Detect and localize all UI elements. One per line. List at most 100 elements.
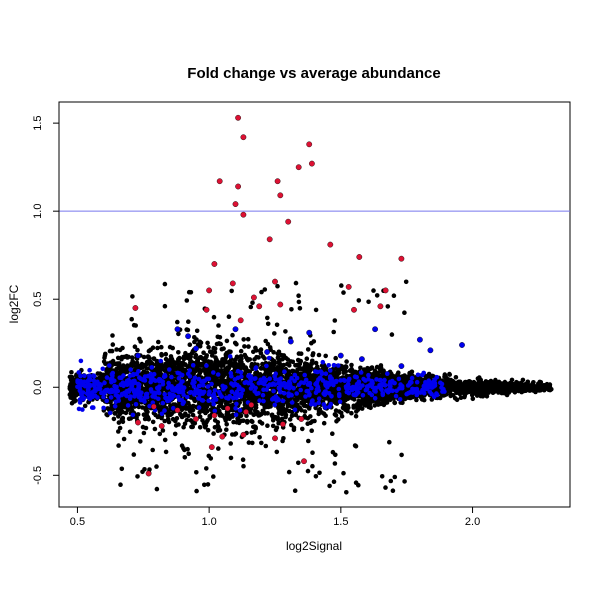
background-point (120, 416, 125, 422)
background-point (254, 348, 259, 353)
background-point (228, 441, 233, 446)
background-point (269, 412, 275, 418)
background-point (150, 419, 156, 425)
background-point (267, 402, 272, 408)
background-point (340, 382, 346, 387)
background-point (102, 355, 107, 361)
background-point (201, 350, 206, 356)
background-point (69, 400, 75, 406)
background-point (171, 402, 176, 407)
background-point (353, 369, 358, 375)
background-point (117, 411, 123, 417)
background-point (275, 417, 281, 422)
background-point (209, 349, 214, 355)
background-point (110, 342, 116, 347)
background-point (237, 358, 243, 364)
background-point (107, 348, 113, 354)
background-point (300, 426, 305, 432)
background-point (349, 362, 354, 368)
background-point (186, 319, 191, 325)
background-point (217, 400, 223, 406)
background-point (175, 319, 180, 325)
background-point (514, 379, 519, 385)
background-point (258, 411, 264, 417)
background-point (233, 431, 239, 436)
background-point (110, 333, 115, 338)
background-point (184, 381, 190, 386)
background-point (212, 349, 218, 355)
background-point (484, 394, 490, 399)
background-point (152, 426, 158, 432)
background-point (449, 382, 455, 388)
background-point (103, 351, 108, 357)
background-point (206, 370, 212, 376)
background-point (343, 364, 349, 369)
background-point (217, 361, 223, 366)
background-point (519, 388, 524, 394)
background-point (339, 413, 345, 419)
background-point (536, 388, 542, 393)
background-point (259, 421, 265, 426)
background-point (159, 351, 164, 357)
background-point (170, 416, 176, 422)
background-point (117, 425, 123, 431)
background-point (532, 384, 538, 389)
background-point (301, 367, 306, 373)
background-point (305, 421, 311, 427)
background-point (212, 384, 218, 389)
background-point (154, 359, 160, 364)
background-point (313, 360, 319, 366)
background-point (230, 332, 235, 338)
background-point (132, 344, 138, 350)
background-point (273, 427, 279, 433)
background-point (287, 417, 293, 422)
background-point (521, 382, 527, 388)
background-point (125, 355, 130, 360)
background-point (470, 396, 476, 402)
background-point (321, 420, 327, 426)
background-point (356, 398, 362, 404)
background-point (125, 407, 131, 413)
background-point (296, 351, 302, 356)
background-point (69, 379, 74, 384)
background-point (238, 354, 244, 359)
background-point (287, 363, 292, 368)
background-point (344, 359, 349, 364)
background-point (129, 355, 135, 360)
background-point (333, 355, 339, 361)
background-point (295, 367, 301, 373)
background-point (262, 356, 267, 361)
background-point (234, 420, 239, 425)
background-point (166, 419, 172, 425)
background-point (276, 349, 282, 355)
background-point (467, 379, 472, 384)
background-point (477, 375, 482, 380)
background-point (291, 368, 296, 374)
background-point (430, 373, 435, 379)
background-point (453, 375, 459, 380)
background-point (333, 408, 339, 413)
background-point (498, 386, 503, 392)
background-point (238, 348, 244, 354)
background-point (220, 357, 225, 362)
background-point (145, 414, 151, 420)
background-point (271, 350, 276, 355)
background-point (204, 409, 210, 414)
background-point (172, 363, 177, 369)
background-point (257, 435, 262, 440)
background-point (254, 354, 259, 360)
background-point (421, 397, 427, 403)
background-point (442, 374, 447, 380)
background-point (174, 416, 180, 421)
background-point (155, 414, 161, 420)
background-point (345, 408, 350, 414)
background-point (267, 345, 273, 350)
background-point (114, 366, 119, 372)
background-point (118, 366, 123, 371)
background-point (135, 347, 140, 353)
background-point (414, 397, 419, 403)
background-point (126, 416, 132, 422)
background-point (302, 409, 308, 414)
background-point (306, 438, 311, 444)
background-point (286, 369, 292, 374)
